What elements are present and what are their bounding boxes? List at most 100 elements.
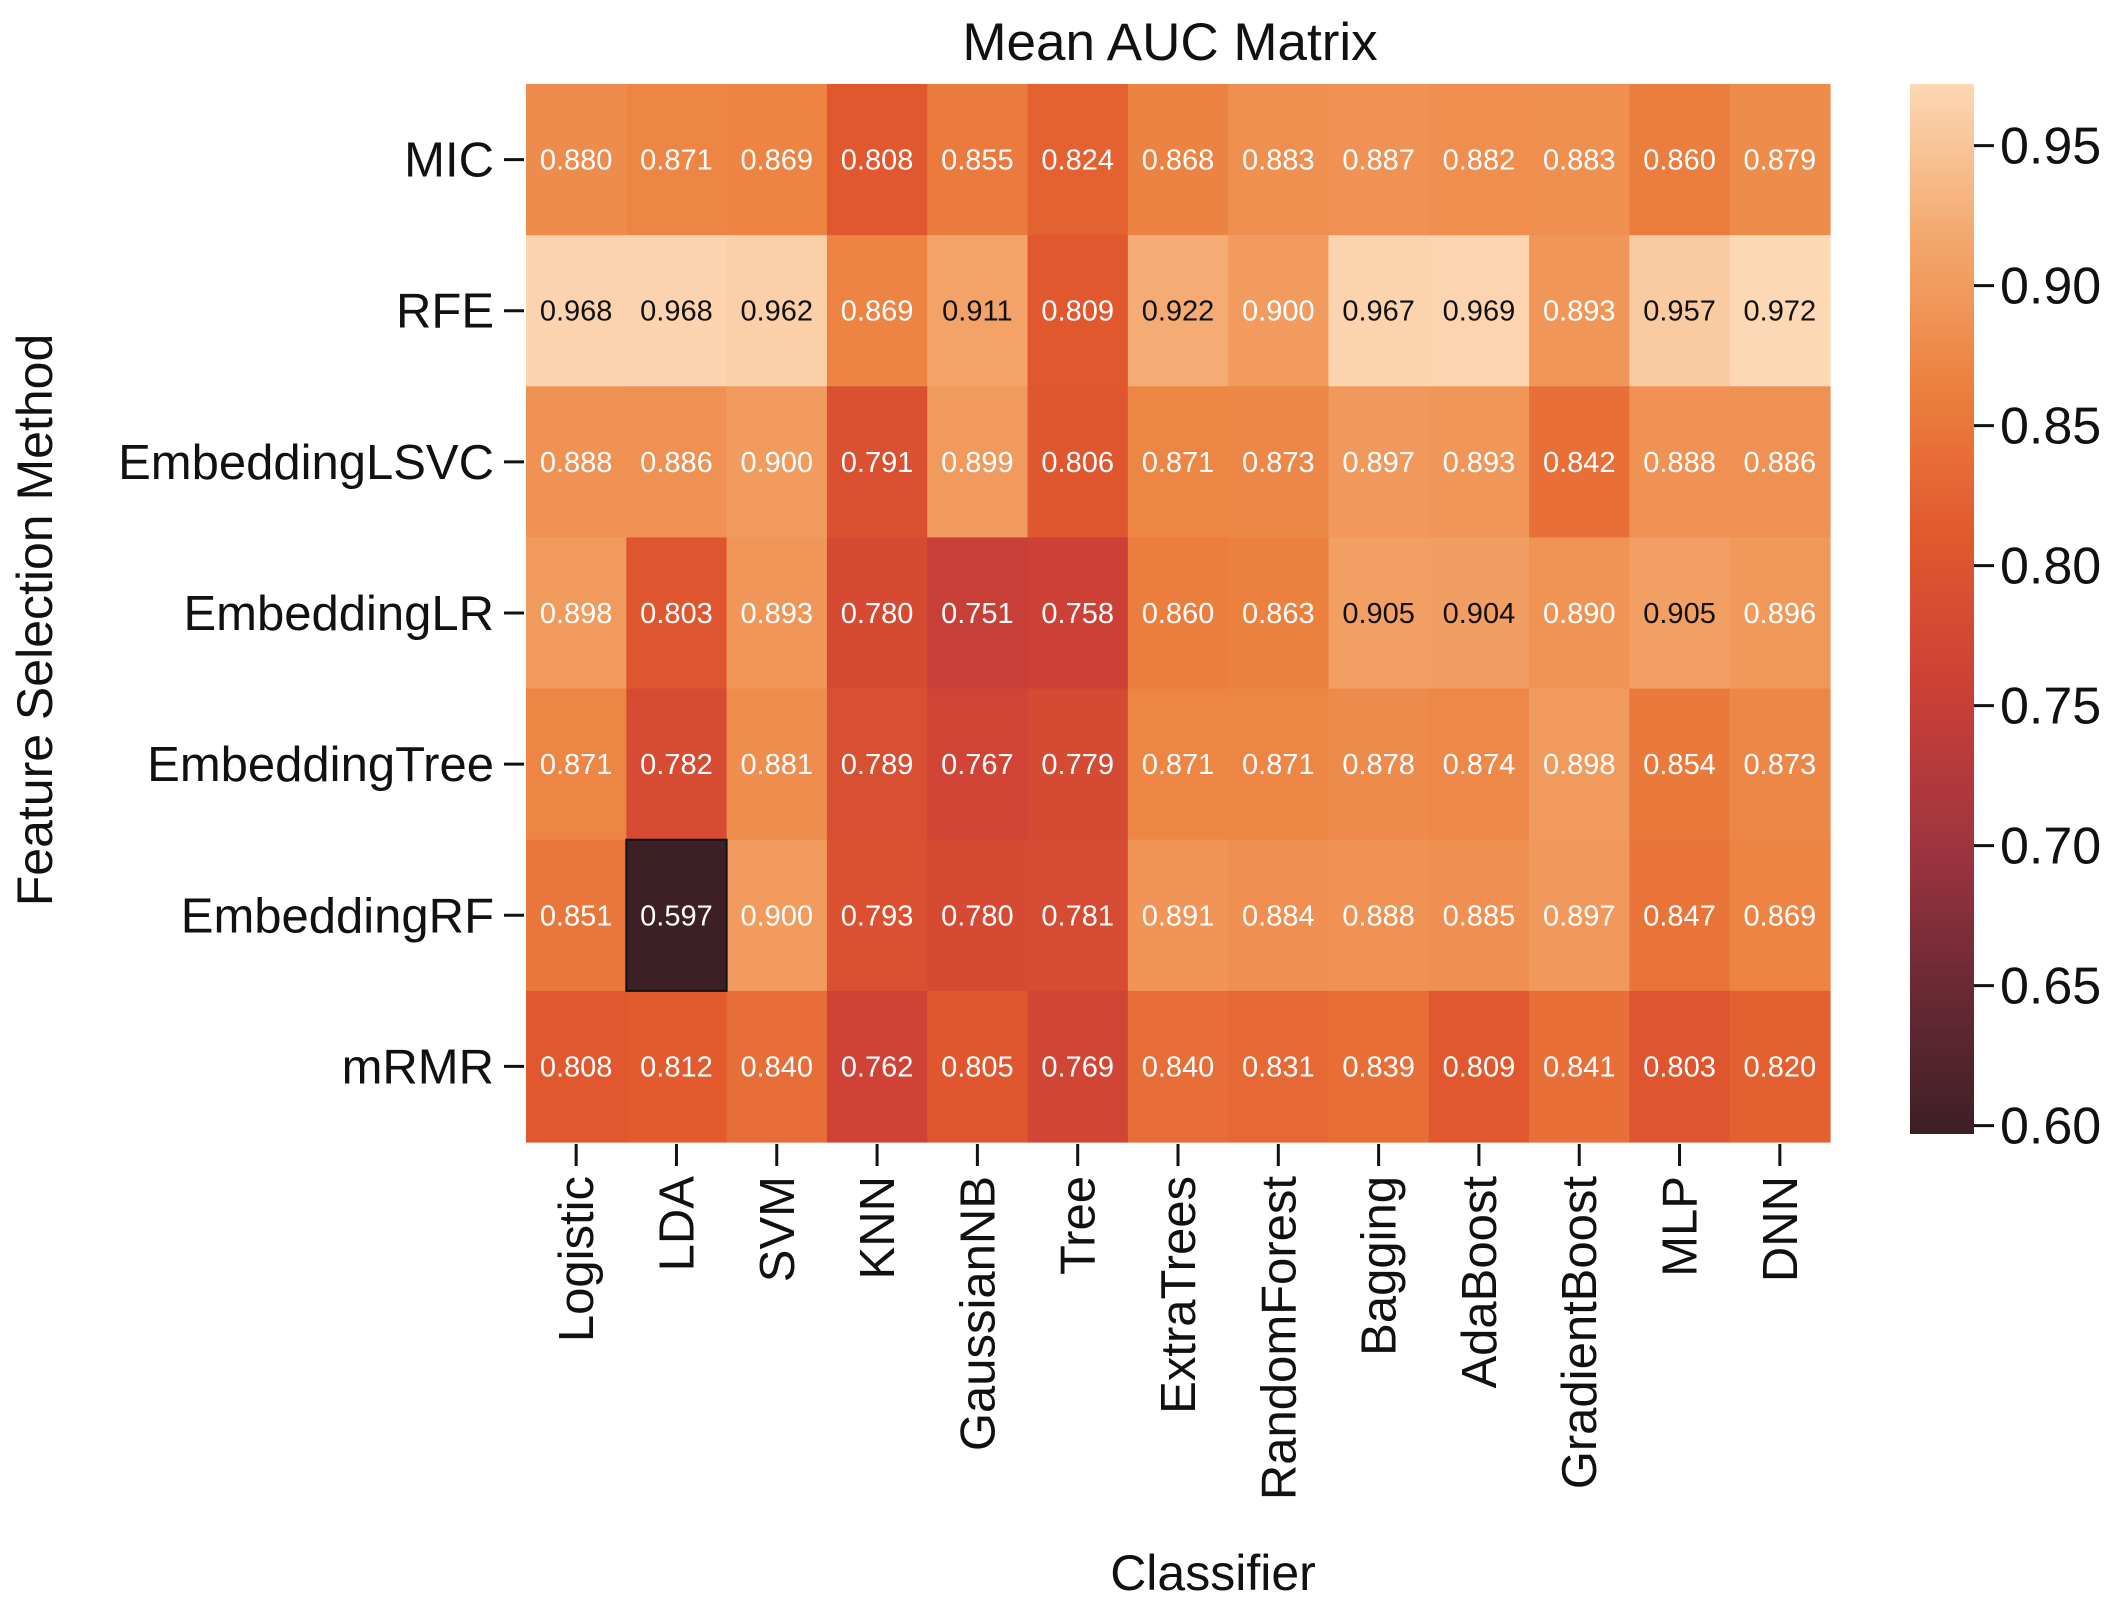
heatmap-cell <box>1428 537 1530 690</box>
cell-value-label: 0.809 <box>1443 1051 1516 1083</box>
cell-value-label: 0.808 <box>841 145 914 177</box>
heatmap-cell <box>1027 84 1129 236</box>
cell-value-label: 0.897 <box>1543 900 1616 932</box>
heatmap-cell <box>826 386 928 539</box>
cell-value-label: 0.967 <box>1342 296 1415 328</box>
heatmap-cell <box>1328 839 1430 992</box>
cell-value-label: 0.896 <box>1744 598 1817 630</box>
heatmap-cell <box>526 990 627 1143</box>
heatmap-cell <box>1127 990 1229 1143</box>
cell-value-label: 0.831 <box>1242 1051 1315 1083</box>
heatmap-cell <box>826 990 928 1143</box>
colorbar <box>1910 84 1974 1134</box>
cell-value-label: 0.869 <box>841 296 914 328</box>
colorbar-ticks: 0.60 0.65 0.70 0.75 0.80 0.85 0.90 0.95 <box>1974 118 2101 1156</box>
heatmap-cell <box>1629 84 1731 236</box>
heatmap-cell <box>927 537 1029 690</box>
x-axis: Logistic LDA SVM KNN GaussianNB Tree ExtraTree… <box>550 1144 1808 1500</box>
cell-value-label: 0.873 <box>1744 749 1817 781</box>
heatmap-cell <box>1428 839 1530 992</box>
heatmap-cell <box>1629 386 1731 539</box>
cell-value-label: 0.871 <box>1142 447 1215 479</box>
cell-value-label: 0.806 <box>1041 447 1114 479</box>
heatmap-cells <box>526 84 1831 1143</box>
x-tick-label: RandomForest <box>1252 1176 1306 1500</box>
x-tick-label: DNN <box>1754 1176 1808 1282</box>
heatmap-cell <box>927 688 1029 841</box>
heatmap-cell <box>626 990 728 1143</box>
cell-value-label: 0.860 <box>1643 145 1716 177</box>
cell-value-label: 0.871 <box>640 145 713 177</box>
cell-value-label: 0.879 <box>1744 145 1817 177</box>
cell-value-label: 0.751 <box>941 598 1014 630</box>
cell-value-label: 0.900 <box>1242 296 1315 328</box>
cell-value-label: 0.779 <box>1041 749 1114 781</box>
cell-value-label: 0.841 <box>1543 1051 1616 1083</box>
cell-value-label: 0.780 <box>841 598 914 630</box>
heatmap-cell <box>1328 386 1430 539</box>
heatmap-cell <box>1629 537 1731 690</box>
x-tick-label: MLP <box>1654 1176 1708 1277</box>
cell-value-label: 0.900 <box>740 900 813 932</box>
heatmap-cell <box>1629 839 1731 992</box>
cell-value-label: 0.869 <box>1744 900 1817 932</box>
cell-value-label: 0.863 <box>1242 598 1315 630</box>
heatmap-cell <box>726 990 828 1143</box>
heatmap-cell <box>1228 839 1330 992</box>
heatmap-cell <box>1127 537 1229 690</box>
heatmap-cell <box>1529 990 1630 1143</box>
cell-value-label: 0.805 <box>941 1051 1014 1083</box>
y-tick-label: mRMR <box>342 1040 494 1094</box>
cell-value-label: 0.874 <box>1443 749 1516 781</box>
heatmap-cell <box>1729 990 1831 1143</box>
heatmap-cell <box>1328 537 1430 690</box>
cell-value-label: 0.851 <box>540 900 613 932</box>
cell-value-label: 0.782 <box>640 749 713 781</box>
heatmap-cell <box>1228 386 1330 539</box>
chart-title: Mean AUC Matrix <box>962 13 1377 72</box>
heatmap-cell <box>1729 84 1831 236</box>
heatmap-cell <box>726 688 828 841</box>
cell-value-label: 0.900 <box>740 447 813 479</box>
cell-value-label: 0.890 <box>1543 598 1616 630</box>
cell-value-label: 0.899 <box>941 447 1014 479</box>
cell-value-label: 0.905 <box>1643 598 1716 630</box>
cell-value-label: 0.860 <box>1142 598 1215 630</box>
heatmap-cell <box>1529 84 1630 236</box>
cell-value-label: 0.803 <box>1643 1051 1716 1083</box>
cell-value-label: 0.881 <box>740 749 813 781</box>
y-tick-label: RFE <box>396 285 494 339</box>
cell-value-label: 0.968 <box>540 296 613 328</box>
cell-value-label: 0.824 <box>1041 145 1114 177</box>
cell-value-label: 0.886 <box>1744 447 1817 479</box>
cell-value-label: 0.871 <box>1142 749 1215 781</box>
cell-value-label: 0.888 <box>1342 900 1415 932</box>
heatmap-cell <box>927 386 1029 539</box>
cell-value-label: 0.905 <box>1342 598 1415 630</box>
heatmap-cell <box>726 84 828 236</box>
cell-value-label: 0.840 <box>740 1051 813 1083</box>
cell-value-label: 0.840 <box>1142 1051 1215 1083</box>
heatmap-cell <box>726 235 828 387</box>
heatmap-cell <box>826 235 928 387</box>
heatmap-cell <box>626 537 728 690</box>
heatmap-cell <box>1428 990 1530 1143</box>
heatmap-cell <box>1228 235 1330 387</box>
heatmap-cell <box>1228 990 1330 1143</box>
heatmap-cell <box>1027 235 1129 387</box>
heatmap-cell <box>526 688 627 841</box>
colorbar-tick-label: 0.65 <box>2000 958 2101 1016</box>
cell-value-label: 0.969 <box>1443 296 1516 328</box>
cell-value-label: 0.887 <box>1342 145 1415 177</box>
cell-value-label: 0.758 <box>1041 598 1114 630</box>
heatmap-cell <box>1729 235 1831 387</box>
heatmap-cell <box>826 537 928 690</box>
heatmap-cell <box>1729 688 1831 841</box>
cell-value-label: 0.911 <box>942 296 1012 328</box>
cell-value-label: 0.842 <box>1543 447 1616 479</box>
x-tick-label: Bagging <box>1353 1176 1407 1356</box>
heatmap-cell <box>726 537 828 690</box>
cell-value-label: 0.898 <box>1543 749 1616 781</box>
heatmap-cell <box>526 839 627 992</box>
